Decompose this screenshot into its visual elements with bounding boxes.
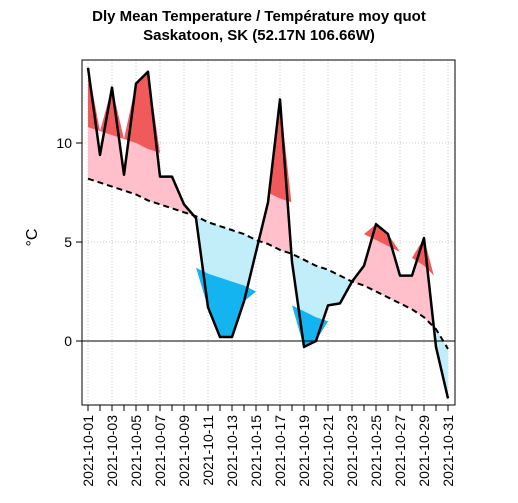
fill-extreme-above [136,71,148,149]
normal-line [87,177,449,350]
axes: 0 5 10 2021-10-01 2021-10-03 2021-10-05 2021-1… [56,59,456,487]
x-tick-label: 2021-10-27 [392,415,408,487]
series-lines [86,67,450,399]
fill-extreme-above [112,87,124,140]
fill-extreme-above [376,224,388,246]
anomaly-fill [88,67,448,399]
fill-below-normal [328,269,340,306]
x-tick-label: 2021-10-09 [176,415,192,487]
x-tick-label: 2021-10-25 [368,415,384,487]
y-tick-label: 10 [56,135,72,151]
x-tick-label: 2021-10-01 [80,415,96,487]
fill-extreme-below [220,277,232,338]
fill-extreme-above [280,99,292,203]
fill-extreme-below [232,281,244,338]
chart-title: Dly Mean Temperature / Température moy q… [92,8,426,25]
y-tick-label: 5 [64,234,72,250]
fill-above-normal [160,176,172,209]
x-tick-label: 2021-10-19 [296,415,312,487]
fill-extreme-below [292,305,304,347]
x-tick-label: 2021-10-21 [320,415,336,487]
y-tick-label: 0 [64,333,72,349]
fill-above-normal [400,275,412,310]
x-tick-label: 2021-10-11 [200,415,216,486]
x-tick-label: 2021-10-05 [128,415,144,487]
fill-extreme-below [304,311,316,347]
x-tick-label: 2021-10-13 [224,415,240,487]
x-tick-label: 2021-10-23 [344,415,360,487]
x-tick-label: 2021-10-15 [248,415,264,487]
chart-subtitle: Saskatoon, SK (52.17N 106.66W) [143,27,375,44]
fill-extreme-above [88,67,100,132]
x-tick-label: 2021-10-03 [104,415,120,487]
fill-extreme-below [208,273,220,338]
x-tick-label: 2021-10-07 [152,415,168,487]
fill-above-normal [364,224,376,292]
y-axis-label: °C [24,229,41,247]
fill-above-normal [388,234,400,304]
mean-line [86,67,450,399]
x-tick-label: 2021-10-29 [416,415,432,487]
x-tick-label: 2021-10-17 [272,415,288,487]
x-tick-label: 2021-10-31 [440,415,456,487]
